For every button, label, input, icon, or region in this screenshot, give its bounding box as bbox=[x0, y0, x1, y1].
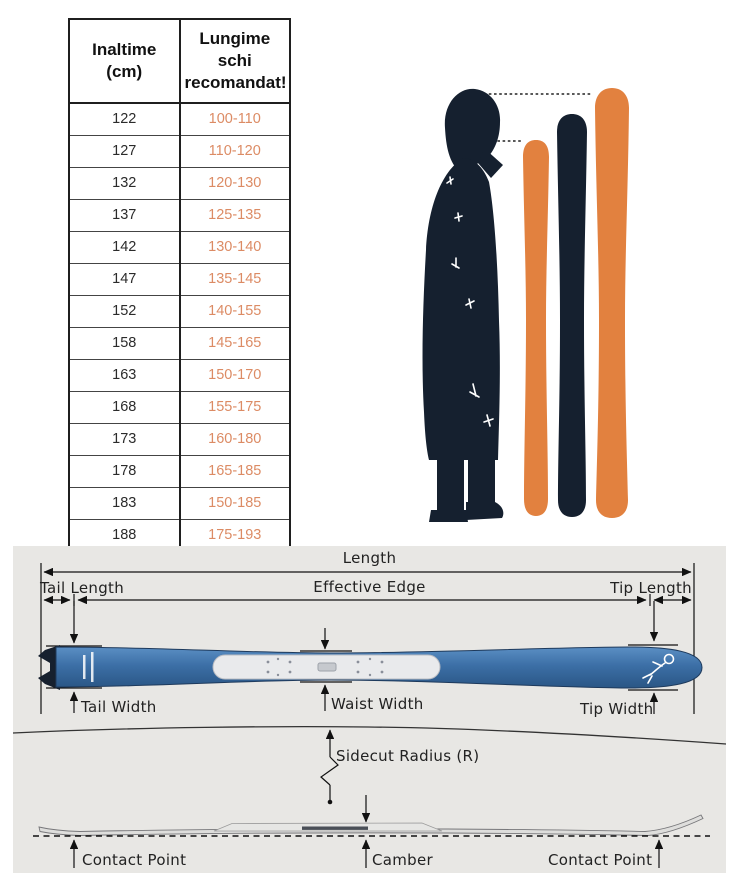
height-value: 178 bbox=[69, 455, 181, 488]
table-row: 142 130-140 bbox=[69, 231, 290, 264]
short-orange-ski-icon bbox=[523, 140, 549, 516]
height-comparison-illustration bbox=[422, 88, 629, 522]
tip-length-label: Tip Length bbox=[610, 579, 692, 597]
ski-length-value: 160-180 bbox=[179, 423, 290, 456]
effective-edge-label: Effective Edge bbox=[313, 578, 426, 596]
ski-length-value: 140-155 bbox=[179, 295, 290, 328]
table-row: 178 165-185 bbox=[69, 455, 290, 488]
ski-size-table: Inaltime (cm) Lungime schi recomandat! 1… bbox=[68, 18, 291, 553]
header-line: recomandat! bbox=[184, 73, 287, 92]
ski-length-value: 110-120 bbox=[179, 135, 290, 168]
height-value: 173 bbox=[69, 423, 181, 456]
table-row: 147 135-145 bbox=[69, 263, 290, 296]
waist-width-label: Waist Width bbox=[331, 695, 424, 713]
height-value: 122 bbox=[69, 102, 181, 136]
length-label: Length bbox=[342, 549, 397, 567]
contact-point-right-label: Contact Point bbox=[548, 851, 653, 869]
person-silhouette-icon bbox=[422, 88, 504, 522]
tail-length-label: Tail Length bbox=[40, 579, 125, 597]
height-value: 158 bbox=[69, 327, 181, 360]
table-row: 173 160-180 bbox=[69, 423, 290, 456]
height-value: 137 bbox=[69, 199, 181, 232]
height-value: 142 bbox=[69, 231, 181, 264]
tip-width-label: Tip Width bbox=[580, 700, 654, 718]
binding-dots bbox=[266, 657, 384, 677]
ski-length-value: 100-110 bbox=[179, 102, 290, 136]
tail-brand-text bbox=[83, 652, 94, 682]
ski-length-value: 125-135 bbox=[179, 199, 290, 232]
height-value: 183 bbox=[69, 487, 181, 520]
sidecut-radius-graphic bbox=[12, 726, 727, 805]
header-line: (cm) bbox=[106, 62, 143, 81]
height-value: 132 bbox=[69, 167, 181, 200]
dimension-lines bbox=[40, 563, 695, 714]
ski-length-value: 155-175 bbox=[179, 391, 290, 424]
camber-label: Camber bbox=[372, 851, 433, 869]
navy-ski-icon bbox=[557, 114, 587, 517]
ski-length-value: 120-130 bbox=[179, 167, 290, 200]
jacket-snow-marks bbox=[446, 176, 494, 427]
diagram-graphics bbox=[12, 563, 727, 868]
contact-point-left-label: Contact Point bbox=[82, 851, 187, 869]
ski-length-value: 135-145 bbox=[179, 263, 290, 296]
table-header-row: Inaltime (cm) Lungime schi recomandat! bbox=[69, 19, 290, 104]
ski-top-view bbox=[38, 645, 703, 690]
height-value: 127 bbox=[69, 135, 181, 168]
table-row: 158 145-165 bbox=[69, 327, 290, 360]
sidecut-radius-label: Sidecut Radius (R) bbox=[336, 747, 480, 765]
sidecut-arc bbox=[12, 726, 727, 745]
table-row: 122 100-110 bbox=[69, 102, 290, 136]
ski-side-view bbox=[33, 795, 710, 868]
height-value: 168 bbox=[69, 391, 181, 424]
table-row: 168 155-175 bbox=[69, 391, 290, 424]
table-row: 137 125-135 bbox=[69, 199, 290, 232]
table-row: 127 110-120 bbox=[69, 135, 290, 168]
ski-length-value: 130-140 bbox=[179, 231, 290, 264]
ski-length-column-header: Lungime schi recomandat! bbox=[179, 19, 290, 104]
tip-skier-outline-icon bbox=[642, 653, 675, 684]
ski-length-value: 150-170 bbox=[179, 359, 290, 392]
tail-width-label: Tail Width bbox=[81, 698, 157, 716]
camber-arrows bbox=[69, 795, 664, 868]
table-row: 152 140-155 bbox=[69, 295, 290, 328]
header-line: Inaltime bbox=[92, 40, 157, 59]
side-binding-text-strip bbox=[302, 826, 368, 830]
table-row: 163 150-170 bbox=[69, 359, 290, 392]
table-row: 132 120-130 bbox=[69, 167, 290, 200]
ski-side-profile bbox=[38, 814, 704, 836]
header-line: Lungime schi bbox=[199, 29, 271, 70]
height-value: 152 bbox=[69, 295, 181, 328]
ski-dimension-diagram: Length Tail Length Effective Edge Tip Le… bbox=[0, 545, 739, 877]
height-value: 147 bbox=[69, 263, 181, 296]
height-value: 163 bbox=[69, 359, 181, 392]
ski-length-value: 165-185 bbox=[179, 455, 290, 488]
table-row: 183 150-185 bbox=[69, 487, 290, 520]
ski-length-value: 150-185 bbox=[179, 487, 290, 520]
ski-tail-notch bbox=[38, 645, 60, 690]
binding-center bbox=[317, 662, 337, 672]
ski-length-value: 145-165 bbox=[179, 327, 290, 360]
height-column-header: Inaltime (cm) bbox=[69, 19, 181, 104]
tall-orange-ski-icon bbox=[595, 88, 629, 518]
